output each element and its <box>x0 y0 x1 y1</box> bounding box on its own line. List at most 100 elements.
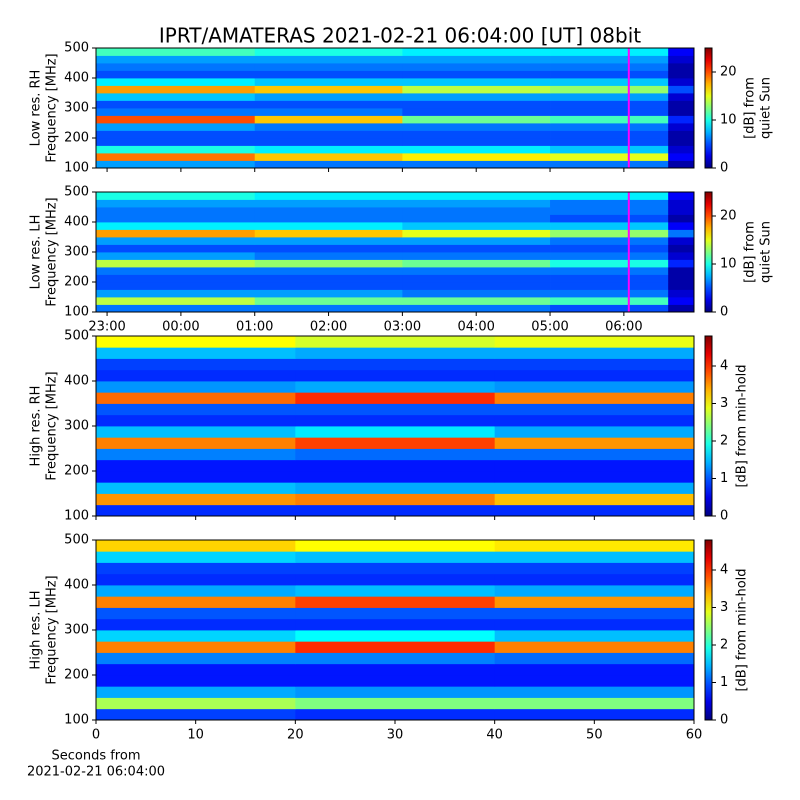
heatmap-cell <box>494 573 695 586</box>
heatmap-cell <box>254 267 403 275</box>
heatmap-cell <box>295 697 496 710</box>
x-tick-label: 02:00 <box>310 320 347 335</box>
heatmap-cell <box>96 403 296 416</box>
colorbar-label: quiet Sun <box>759 221 774 283</box>
heatmap-cell <box>96 145 256 154</box>
heatmap-cell <box>402 237 551 245</box>
colorbar <box>704 335 713 517</box>
heatmap-cell <box>402 244 551 253</box>
y-tick-label: 100 <box>64 161 89 176</box>
heatmap-cell <box>494 641 695 653</box>
y-tick-label: 100 <box>64 509 89 524</box>
colorbar-tick-label: 20 <box>720 209 737 224</box>
heatmap-cell <box>96 573 296 586</box>
heatmap-cell <box>402 123 551 131</box>
heatmap-cell <box>254 93 403 101</box>
heatmap-cell <box>550 252 669 260</box>
heatmap-cell <box>295 493 496 506</box>
heatmap-cell <box>96 459 296 472</box>
y-tick-label: 500 <box>64 329 89 344</box>
heatmap-cell <box>254 108 403 116</box>
heatmap-cell <box>668 93 695 101</box>
y-tick-label: 400 <box>64 374 89 389</box>
heatmap-cell <box>668 267 695 275</box>
heatmap-cell <box>494 686 695 698</box>
heatmap-cell <box>96 540 296 552</box>
heatmap-cell <box>254 274 403 283</box>
heatmap-cell <box>402 55 551 64</box>
heatmap-cell <box>402 70 551 79</box>
heatmap-cell <box>402 138 551 146</box>
heatmap-cell <box>550 153 669 161</box>
x-axis-label: Seconds from <box>51 749 140 764</box>
heatmap-cell <box>254 199 403 208</box>
heatmap-cell <box>96 336 296 348</box>
heatmap-cell <box>96 426 296 438</box>
colorbar <box>704 47 713 169</box>
heatmap-cell <box>550 145 669 154</box>
heatmap-cell <box>402 252 551 260</box>
heatmap-cell <box>295 596 496 608</box>
heatmap-cell <box>295 504 496 517</box>
heatmap-cell <box>550 85 669 94</box>
heatmap-cell <box>402 145 551 154</box>
heatmap-cell <box>494 618 695 631</box>
y-axis-label: High res. LH <box>29 590 44 669</box>
y-tick-label: 200 <box>64 464 89 479</box>
heatmap-cell <box>668 48 695 56</box>
heatmap-cell <box>494 585 695 597</box>
heatmap-cell <box>494 448 695 461</box>
y-tick-label: 400 <box>64 71 89 86</box>
heatmap-cell <box>96 358 296 371</box>
heatmap-cell <box>668 214 695 223</box>
heatmap-cell <box>96 686 296 698</box>
heatmap-cell <box>295 392 496 404</box>
heatmap-cell <box>402 304 551 313</box>
heatmap-cell <box>254 145 403 154</box>
colorbar-tick-label: 1 <box>720 471 728 486</box>
heatmap-cell <box>254 115 403 124</box>
heatmap-cell <box>96 697 296 710</box>
heatmap-cell <box>668 130 695 139</box>
colorbar-tick-label: 0 <box>720 305 728 320</box>
y-axis-label: Frequency [MHz] <box>45 371 60 480</box>
heatmap-cell <box>254 100 403 109</box>
heatmap-cell <box>494 652 695 665</box>
heatmap-cell <box>668 123 695 131</box>
heatmap-cell <box>402 267 551 275</box>
heatmap-cell <box>402 63 551 71</box>
heatmap-cell <box>96 108 256 116</box>
heatmap-cell <box>96 304 256 313</box>
x-tick-label: 40 <box>486 728 503 743</box>
heatmap-cell <box>668 207 695 215</box>
heatmap-cell <box>668 237 695 245</box>
heatmap-cell <box>494 630 695 642</box>
heatmap-cell <box>402 78 551 86</box>
y-axis-label: Frequency [MHz] <box>45 197 60 306</box>
heatmap-cell <box>295 347 496 359</box>
heatmap-cell <box>96 115 256 124</box>
heatmap-cell <box>668 85 695 94</box>
heatmap-cell <box>402 199 551 208</box>
heatmap-cell <box>494 347 695 359</box>
heatmap-cell <box>402 192 551 200</box>
y-axis-label: Frequency [MHz] <box>45 53 60 162</box>
heatmap-cell <box>668 100 695 109</box>
heatmap-cell <box>254 138 403 146</box>
heatmap-cell <box>550 259 669 268</box>
heatmap-cell <box>668 138 695 146</box>
heatmap-cell <box>295 358 496 371</box>
heatmap-cell <box>295 573 496 586</box>
y-tick-label: 500 <box>64 533 89 548</box>
heatmap-cell <box>254 48 403 56</box>
heatmap-cell <box>295 403 496 416</box>
x-tick-label: 10 <box>187 728 204 743</box>
heatmap-cell <box>550 304 669 313</box>
heatmap-cell <box>402 153 551 161</box>
heatmap-cell <box>550 100 669 109</box>
y-tick-label: 400 <box>64 215 89 230</box>
heatmap-cell <box>96 259 256 268</box>
colorbar-tick-label: 4 <box>720 563 728 578</box>
colorbar-tick-label: 4 <box>720 359 728 374</box>
y-axis-label: Low res. LH <box>29 215 44 290</box>
